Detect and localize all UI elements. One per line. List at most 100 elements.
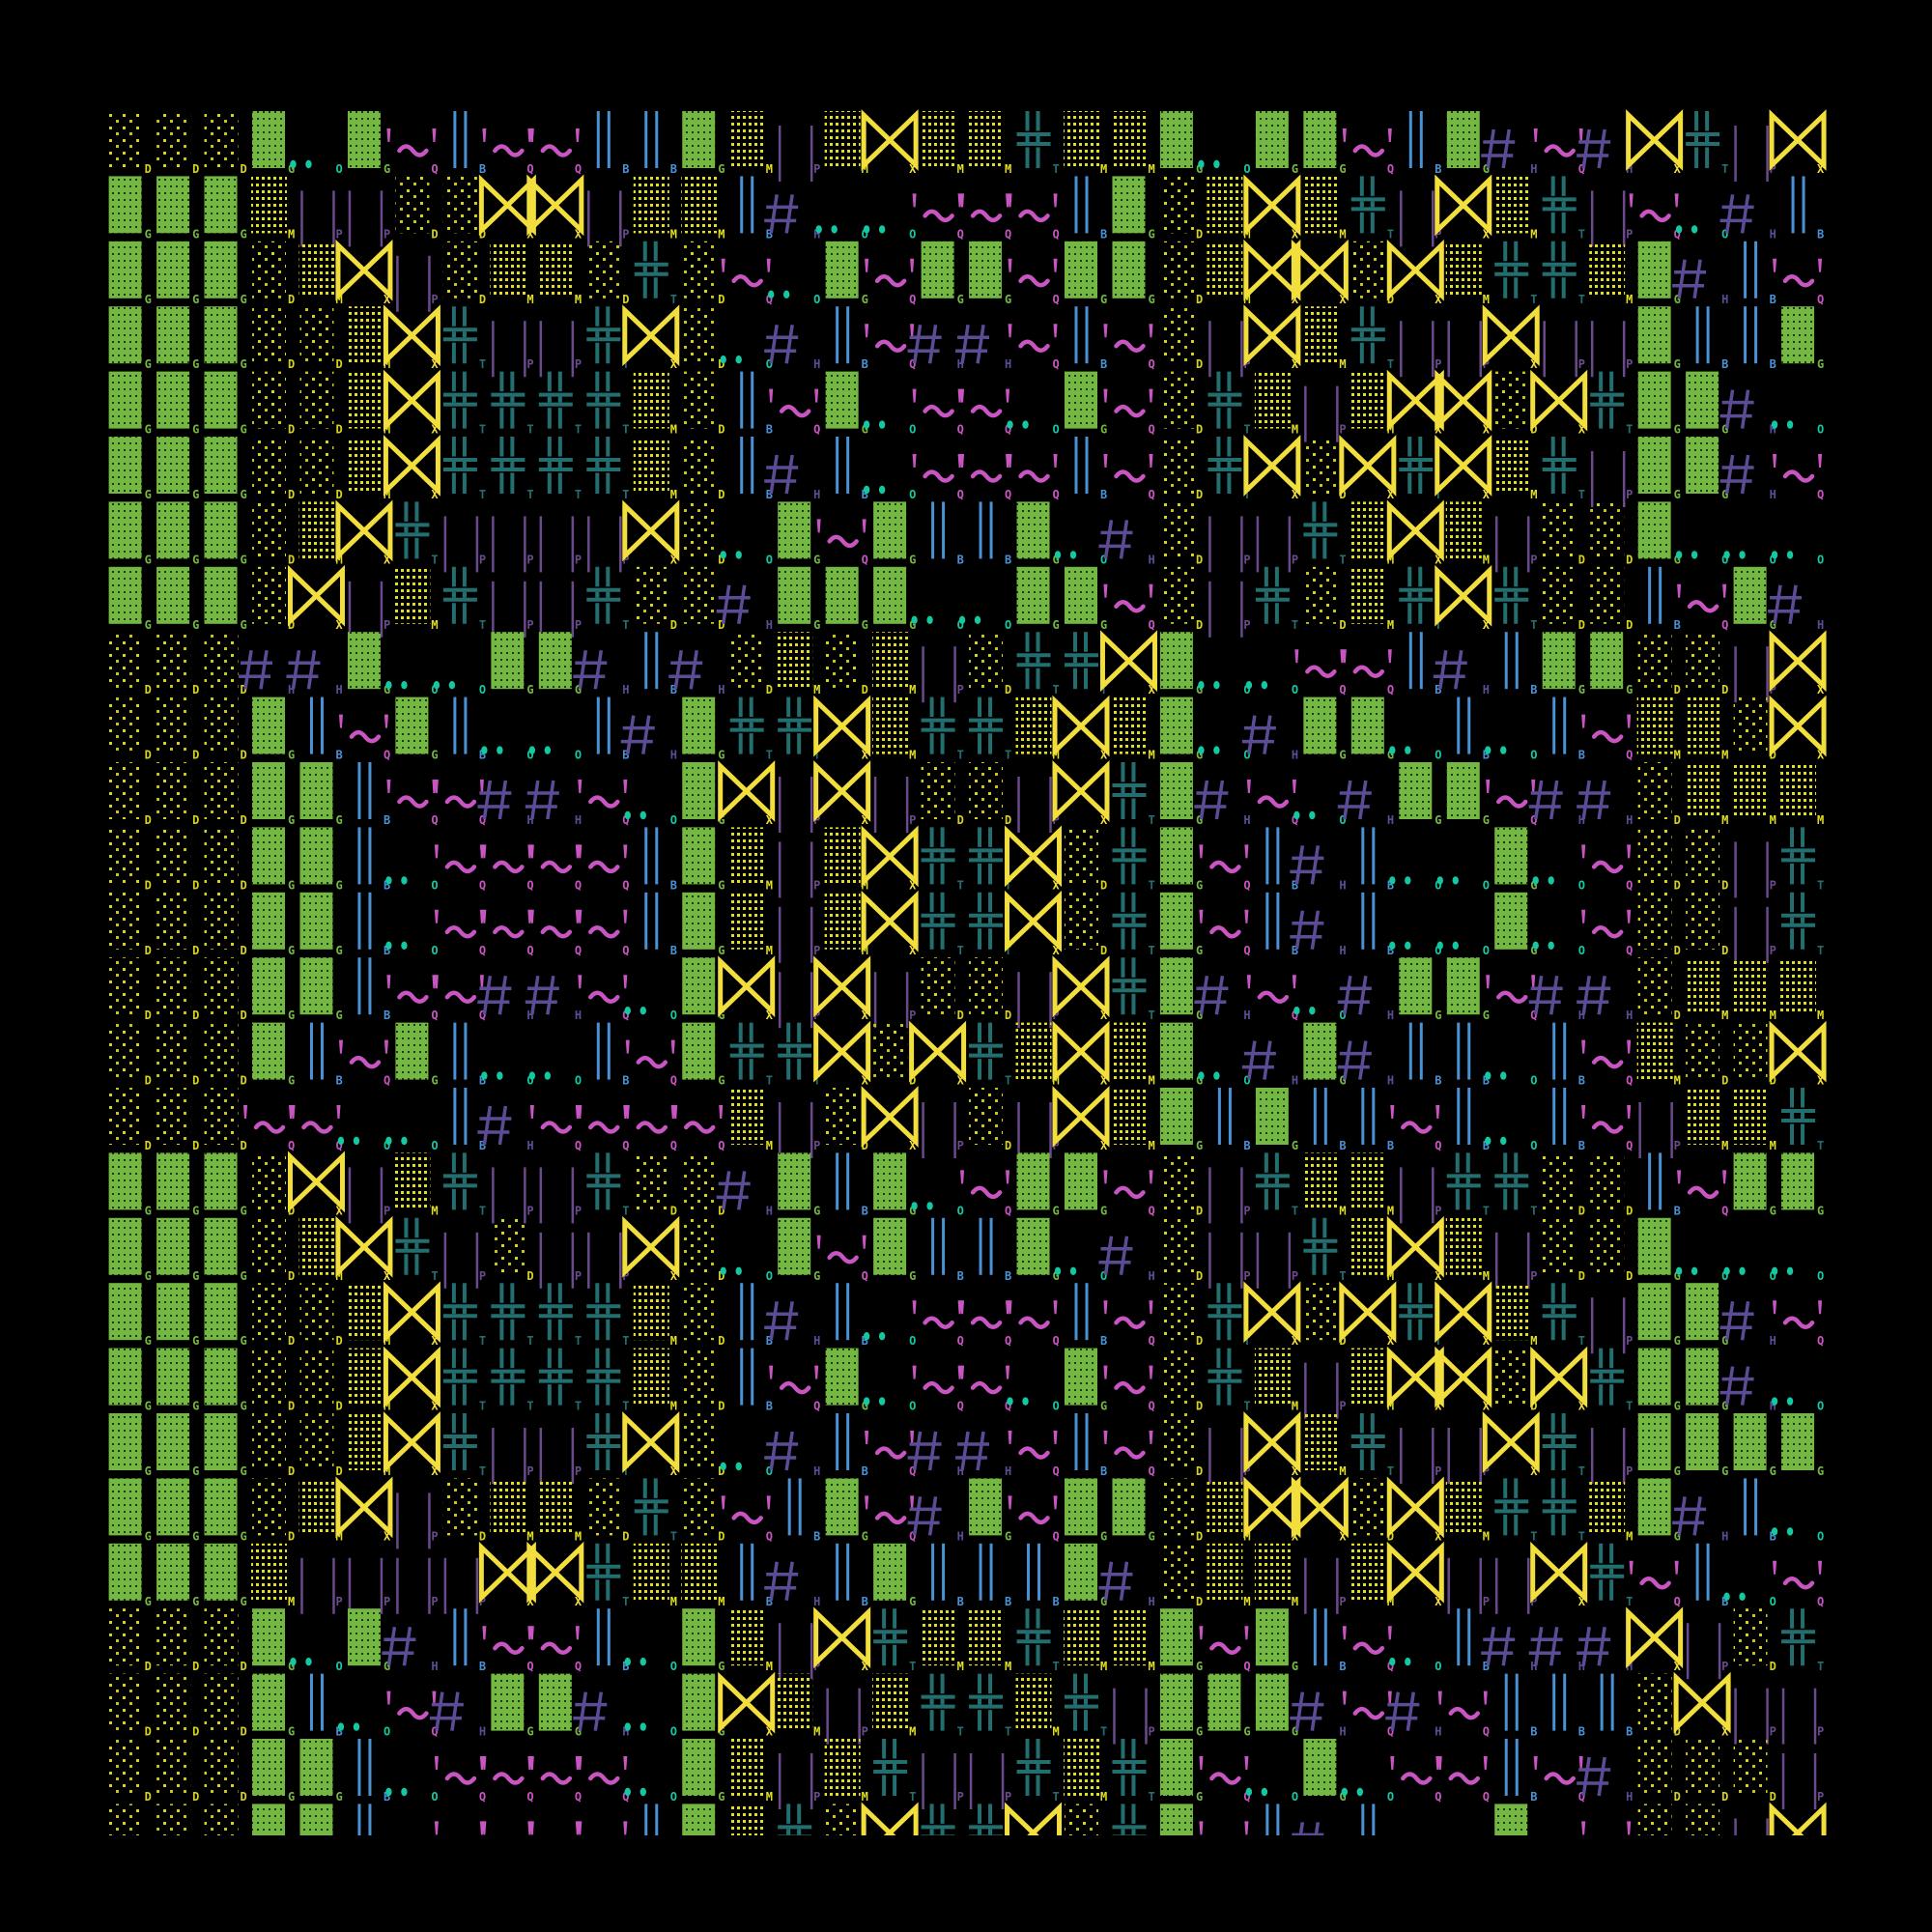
glyph-dense-green-block: G xyxy=(1399,762,1442,827)
glyph-code-label: T xyxy=(1578,1529,1585,1543)
glyph-pink-quote-tilde: Q xyxy=(1103,1300,1155,1348)
glyph-pink-quote-tilde: Q xyxy=(578,975,630,1022)
glyph-dense-green-block: G xyxy=(1686,1413,1728,1478)
glyph-code-label: M xyxy=(1005,1660,1011,1673)
glyph-code-label: Q xyxy=(1005,423,1011,437)
glyph-code-label: M xyxy=(288,227,295,241)
glyph-code-label: B xyxy=(862,1595,868,1608)
glyph-code-label: T xyxy=(1578,1464,1585,1478)
glyph-purple-bars: P xyxy=(1590,190,1633,247)
glyph-code-label: B xyxy=(479,1660,486,1673)
glyph-code-label: D xyxy=(192,1074,199,1088)
glyph-bowtie: X xyxy=(383,435,440,501)
glyph-dense-green-block: G xyxy=(1637,306,1681,371)
glyph-code-label: G xyxy=(718,813,724,827)
glyph-code-label: Q xyxy=(766,293,773,306)
glyph-pink-quote-tilde: Q xyxy=(721,258,773,306)
glyph-teal-dots: O xyxy=(863,420,916,437)
glyph-blue-double-bar: B xyxy=(1457,1088,1490,1152)
glyph-code-label: Q xyxy=(957,488,964,501)
glyph-code-label: Q xyxy=(670,1074,677,1088)
glyph-sparse-yellow-dots: D xyxy=(1686,1804,1720,1835)
glyph-code-label: P xyxy=(813,1790,820,1804)
glyph-sparse-yellow-dots: D xyxy=(204,892,247,957)
glyph-dense-green-block: G xyxy=(108,1478,152,1543)
glyph-code-label: T xyxy=(575,1334,582,1348)
glyph-dense-green-block: G xyxy=(1159,1088,1203,1152)
glyph-dense-green-block: G xyxy=(682,111,724,176)
glyph-code-label: D xyxy=(192,1725,199,1739)
glyph-dense-green-block: G xyxy=(108,1152,152,1217)
glyph-blue-double-bar: B xyxy=(1074,437,1107,501)
glyph-hash: H xyxy=(1337,1040,1394,1088)
glyph-code-label: P xyxy=(813,878,820,892)
glyph-medium-yellow-dots: M xyxy=(872,1673,916,1739)
glyph-code-label: G xyxy=(1483,162,1490,176)
glyph-dense-green-block: G xyxy=(1016,566,1060,632)
glyph-code-label: D xyxy=(288,423,295,437)
glyph-code-label: M xyxy=(1770,1009,1776,1022)
glyph-blue-double-bar: B xyxy=(740,176,773,241)
glyph-code-label: G xyxy=(1292,1725,1298,1739)
glyph-code-label: G xyxy=(145,1204,152,1217)
glyph-code-label: O xyxy=(1770,1595,1776,1608)
glyph-dense-green-block: G xyxy=(1303,1022,1347,1088)
glyph-code-label: P xyxy=(1435,227,1441,241)
glyph-medium-yellow-dots: M xyxy=(1493,437,1537,501)
glyph-code-label: D xyxy=(1196,1400,1203,1413)
glyph-medium-yellow-dots: M xyxy=(872,632,916,696)
glyph-code-label: D xyxy=(288,1529,295,1543)
glyph-code-label: Q xyxy=(1053,488,1060,501)
glyph-code-label: G xyxy=(384,162,390,176)
glyph-teal-double-cross: T xyxy=(1781,1608,1824,1673)
glyph-medium-yellow-dots: M xyxy=(728,892,773,957)
glyph-code-label: D xyxy=(1196,1595,1203,1608)
glyph-code-label: M xyxy=(1530,488,1537,501)
glyph-code-label: T xyxy=(1435,488,1441,501)
glyph-dense-green-block: G xyxy=(969,241,1011,306)
glyph-dense-green-block: G xyxy=(825,1348,868,1413)
glyph-code-label: B xyxy=(335,1725,342,1739)
glyph-code-label: D xyxy=(718,1204,724,1217)
glyph-blue-double-bar: B xyxy=(1504,1739,1537,1804)
glyph-code-label: G xyxy=(862,423,868,437)
glyph-pink-quote-tilde: Q xyxy=(1008,324,1060,371)
glyph-code-label: P xyxy=(909,813,916,827)
glyph-code-label: Q xyxy=(622,878,629,892)
glyph-pink-quote-tilde: Q xyxy=(434,975,486,1022)
glyph-bowtie: X xyxy=(622,304,680,371)
glyph-medium-yellow-dots: M xyxy=(1685,762,1728,827)
glyph-code-label: X xyxy=(1435,423,1442,437)
glyph-code-label: T xyxy=(431,553,438,566)
glyph-dense-green-block: G xyxy=(778,1152,820,1217)
glyph-hash: H xyxy=(716,584,773,632)
glyph-hash: H xyxy=(1672,1496,1728,1543)
glyph-code-label: T xyxy=(1005,1725,1011,1739)
glyph-teal-dots: O xyxy=(1675,551,1728,566)
glyph-code-label: Q xyxy=(431,1725,438,1739)
glyph-dense-green-block: G xyxy=(1016,501,1060,566)
glyph-code-label: P xyxy=(1770,683,1776,696)
glyph-dense-green-block: G xyxy=(1303,111,1347,176)
glyph-medium-yellow-dots: M xyxy=(824,827,868,892)
glyph-purple-bars: P xyxy=(922,1753,964,1809)
glyph-medium-yellow-dots: M xyxy=(633,1283,677,1348)
glyph-sparse-yellow-dots: D xyxy=(1159,1152,1203,1217)
glyph-code-label: D xyxy=(288,357,295,371)
glyph-code-label: T xyxy=(1148,1009,1154,1022)
glyph-blue-double-bar: B xyxy=(1552,1673,1585,1739)
glyph-pink-quote-tilde: Q xyxy=(434,780,486,827)
glyph-code-label: T xyxy=(622,1204,629,1217)
glyph-code-label: Q xyxy=(1292,1009,1298,1022)
glyph-dense-green-block: G xyxy=(1637,1217,1681,1283)
glyph-teal-dots: O xyxy=(863,1397,916,1413)
glyph-pink-quote-tilde: Q xyxy=(865,1495,916,1543)
glyph-bowtie: X xyxy=(1530,1346,1588,1413)
glyph-code-label: O xyxy=(1100,1269,1107,1283)
glyph-code-label: D xyxy=(1530,1400,1537,1413)
glyph-code-label: D xyxy=(718,1269,724,1283)
glyph-dense-green-block: G xyxy=(1637,1348,1681,1413)
glyph-medium-yellow-dots: M xyxy=(1445,1478,1490,1543)
glyph-code-label: D xyxy=(192,878,199,892)
glyph-code-label: M xyxy=(813,683,820,696)
